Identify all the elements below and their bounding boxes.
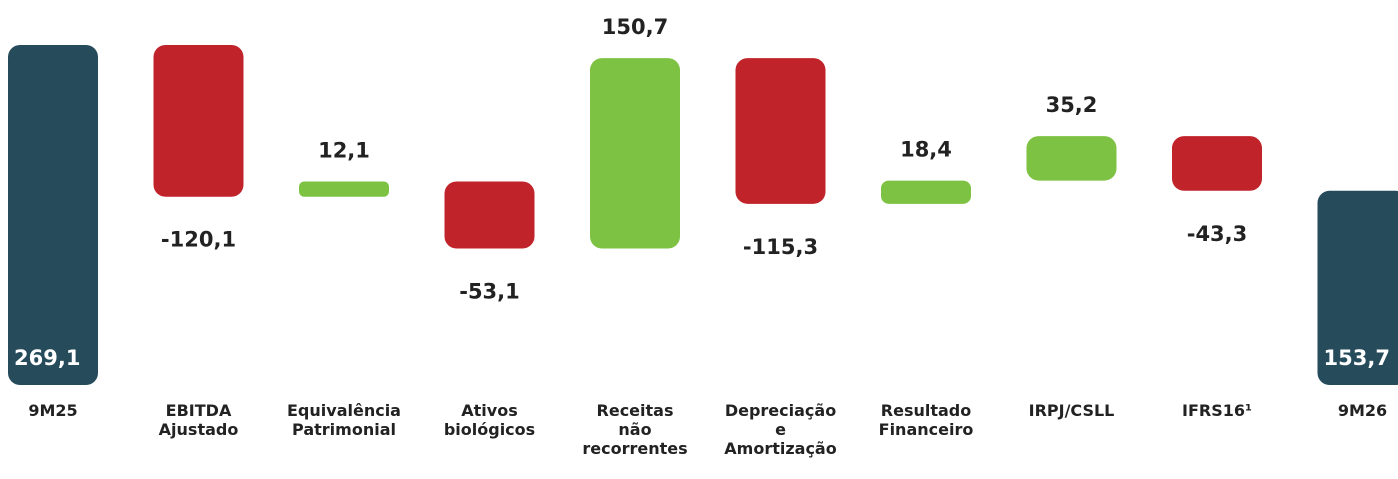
value-label: 35,2	[1046, 93, 1098, 117]
category-label: IRPJ/CSLL	[1029, 401, 1115, 420]
value-label: 150,7	[602, 15, 668, 39]
bar	[881, 180, 971, 204]
bar	[444, 181, 535, 249]
category-label: 9M26	[1338, 401, 1387, 420]
value-label: 269,1	[14, 346, 80, 370]
value-label: 18,4	[900, 138, 952, 162]
bar	[299, 181, 389, 197]
category-label: EBITDA Ajustado	[159, 401, 239, 439]
value-label: 12,1	[318, 138, 370, 162]
bar	[153, 45, 244, 197]
bar	[1026, 136, 1117, 181]
bar	[590, 58, 680, 249]
bar	[1172, 136, 1262, 191]
category-label: Resultado Financeiro	[879, 401, 974, 439]
value-label: -115,3	[743, 235, 818, 259]
category-label: 9M25	[28, 401, 77, 420]
category-label: Equivalência Patrimonial	[287, 401, 401, 439]
bar	[1317, 190, 1398, 385]
category-label: IFRS16¹	[1182, 401, 1252, 420]
category-label: Receitas não recorrentes	[582, 401, 687, 458]
value-label: -43,3	[1187, 222, 1248, 246]
category-label: Ativos biológicos	[444, 401, 535, 439]
bar	[8, 45, 98, 385]
value-label: -53,1	[459, 280, 520, 304]
bar	[735, 58, 826, 204]
category-label: Depreciação e Amortização	[724, 401, 836, 458]
value-label: -120,1	[161, 228, 236, 252]
value-label: 153,7	[1324, 346, 1390, 370]
